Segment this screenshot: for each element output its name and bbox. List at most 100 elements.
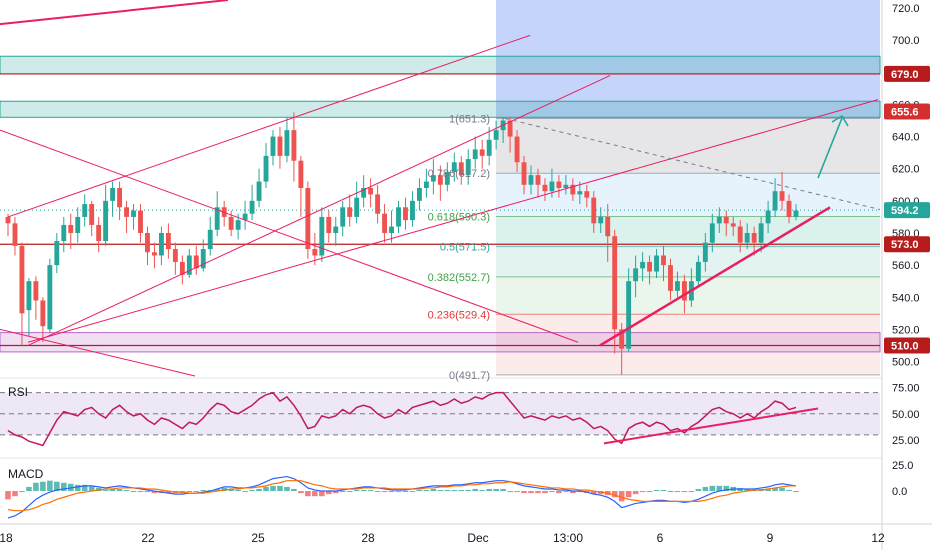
macd-histogram-bar: [291, 488, 297, 492]
candle-body: [640, 261, 646, 269]
rsi-trendline: [603, 407, 819, 445]
candle-body: [563, 184, 569, 188]
price-label-tag: [884, 337, 930, 354]
macd-histogram-bar: [130, 491, 137, 493]
price-tick-label: 500.0: [892, 357, 920, 369]
price-label-text: 679.0: [891, 69, 919, 81]
candle-body: [389, 226, 394, 233]
candle-body: [186, 255, 192, 275]
candle-body: [702, 242, 708, 262]
price-tick-label: 640.0: [892, 132, 920, 144]
macd-histogram-bar: [507, 491, 513, 493]
macd-histogram-bar: [472, 488, 479, 492]
rsi-tick-label: 75.00: [892, 382, 920, 394]
macd-line: [7, 475, 797, 519]
rsi-label: RSI: [8, 385, 28, 399]
macd-histogram-bar: [249, 490, 255, 492]
macd-histogram-bar: [256, 488, 262, 492]
macd-histogram-bar: [284, 486, 290, 492]
price-tick-label: 540.0: [892, 292, 920, 304]
candle-body: [82, 204, 88, 217]
candle-body: [723, 216, 729, 224]
macd-histogram-bar: [33, 482, 39, 492]
macd-histogram-bar: [535, 491, 541, 494]
macd-histogram-bar: [479, 490, 485, 492]
price-label-text: 510.0: [891, 340, 919, 352]
macd-histogram-bar: [786, 490, 792, 492]
candle-body: [312, 249, 318, 256]
horizontal-zone: [0, 55, 881, 75]
fib-zone: [496, 118, 880, 174]
candle-body: [605, 216, 611, 237]
macd-histogram-bar: [563, 491, 569, 493]
drawings[interactable]: [0, 0, 881, 377]
rsi-pane: RSI: [0, 385, 880, 447]
candle-body: [47, 265, 53, 330]
candle-body: [633, 268, 639, 282]
candle-body: [249, 200, 255, 214]
macd-histogram-bar: [486, 488, 492, 492]
candle-body: [737, 226, 743, 243]
candle-body: [528, 175, 534, 185]
macd-histogram-bar: [772, 487, 778, 492]
macd-histogram-bar: [319, 491, 325, 497]
fib-labels: 1(651.3) 0.786(617.2) 0.618(590.3) 0.5(571.…: [428, 113, 490, 381]
macd-histogram-bar: [681, 491, 688, 493]
fib-level-label: 0(491.7): [449, 370, 490, 382]
macd-histogram-bar: [500, 488, 506, 492]
candle-body: [681, 281, 687, 301]
candle-body: [591, 197, 597, 224]
candle-body: [535, 175, 541, 185]
candle-body: [256, 181, 262, 201]
macd-histogram-bar: [402, 491, 409, 493]
candle-body: [661, 255, 666, 266]
macd-histogram-bar: [542, 491, 548, 494]
price-axis[interactable]: 720.0700.0680.0660.0640.0620.0600.0580.0…: [881, 0, 932, 550]
time-tick-label: 25: [251, 531, 265, 545]
candle-body: [382, 213, 388, 233]
macd-histogram-bar: [235, 490, 241, 492]
fib-zone: [496, 173, 880, 217]
macd-histogram-bar: [60, 482, 67, 492]
macd-histogram-bar: [646, 491, 653, 493]
candle-body: [354, 197, 360, 217]
macd-histogram-bar: [611, 491, 618, 498]
candle-body: [179, 261, 185, 275]
time-axis[interactable]: 18 22 25 28 Dec 13:00 6 9 12: [0, 523, 932, 545]
macd-histogram-bar: [360, 490, 367, 492]
candle-body: [103, 200, 109, 242]
candles: [5, 112, 799, 375]
macd-histogram-bar: [346, 491, 353, 493]
horizontal-zone: [0, 332, 881, 353]
time-tick-label: 28: [361, 531, 375, 545]
candle-body: [765, 210, 771, 224]
time-tick-label: 22: [141, 531, 155, 545]
candle-body: [709, 223, 715, 243]
support-trendline: [599, 206, 831, 347]
macd-histogram-bar: [214, 488, 220, 492]
candle-body: [375, 194, 381, 214]
macd-histogram-bar: [793, 491, 799, 493]
candle-body: [110, 188, 116, 201]
macd-histogram-bar: [514, 491, 520, 493]
candle-body: [598, 216, 604, 224]
candle-body: [138, 210, 143, 233]
macd-label: MACD: [8, 467, 44, 481]
fib-level-label: 0.236(529.4): [428, 309, 490, 321]
macd-histogram-bar: [367, 490, 374, 492]
candle-body: [730, 223, 736, 227]
rsi-tick-label: 50.00: [892, 409, 920, 421]
candle-body: [33, 281, 39, 301]
macd-histogram-bar: [521, 491, 527, 494]
macd-histogram-bar: [277, 485, 283, 492]
macd-histogram-bar: [381, 491, 388, 493]
time-tick-label: 18: [0, 531, 13, 545]
macd-pane: MACD: [5, 467, 799, 519]
candle-body: [61, 224, 67, 242]
macd-histogram-bar: [312, 491, 318, 497]
macd-histogram-bar: [618, 491, 625, 502]
up-arrow-icon: [817, 114, 849, 179]
candle-body: [124, 207, 129, 217]
